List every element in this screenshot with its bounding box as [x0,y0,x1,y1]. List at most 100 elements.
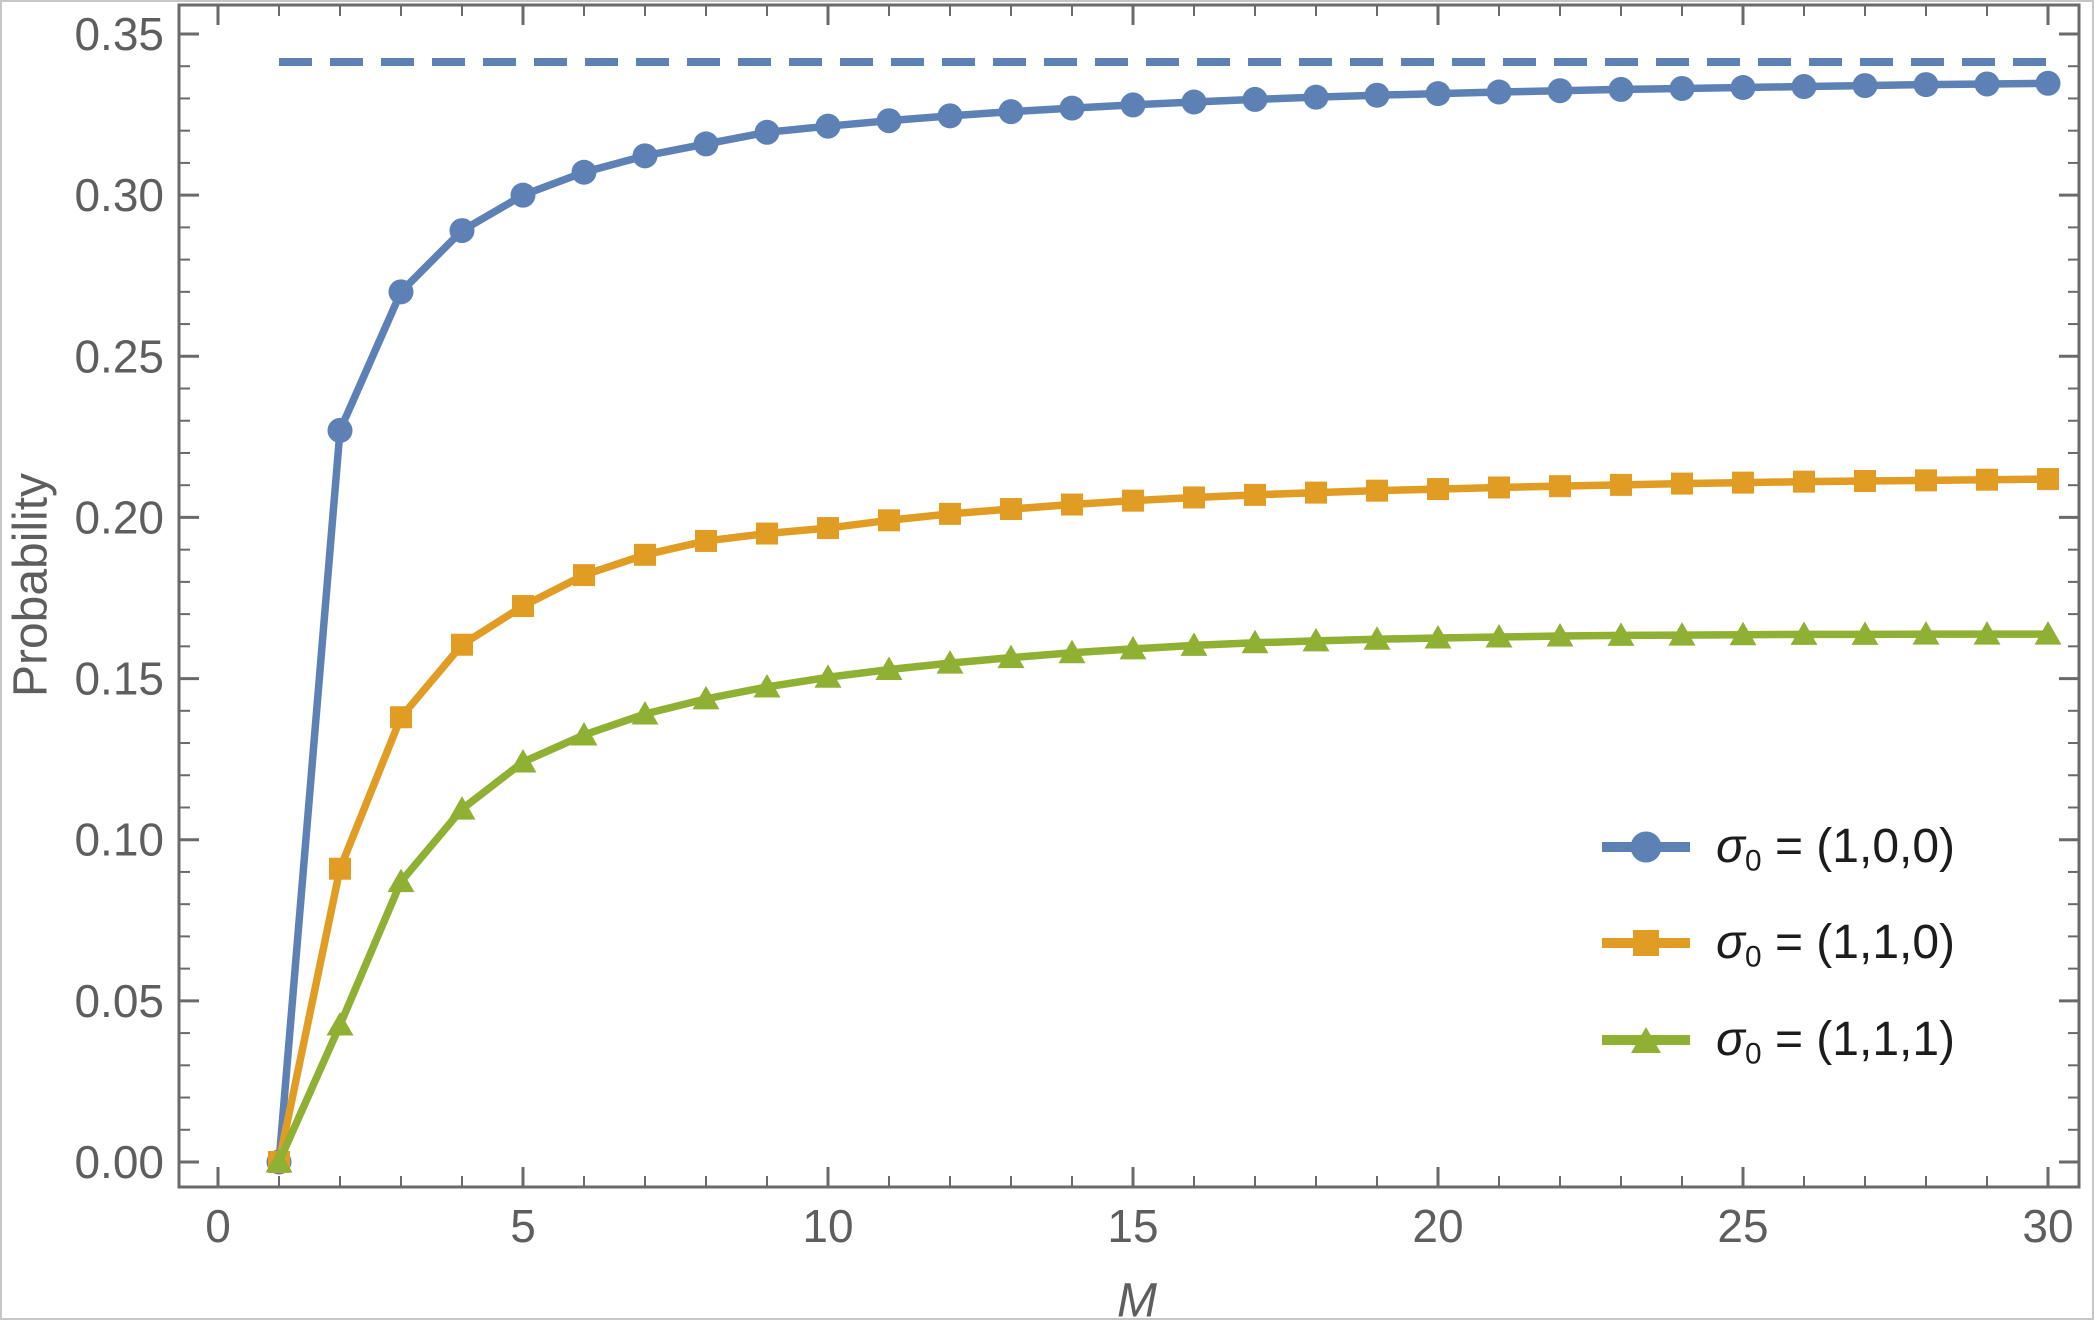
sigma-subscript: 0 [1744,1037,1762,1071]
data-point-triangle [1119,635,1147,660]
x-tick-label: 5 [510,1200,536,1252]
data-point-circle [2035,70,2061,96]
data-point-triangle [1790,621,1818,645]
x-tick-label: 30 [2022,1200,2073,1252]
series-square [268,468,2059,1173]
data-point-square [1732,471,1754,494]
data-point-circle [1303,84,1329,110]
data-point-square [817,517,839,540]
data-point-square [1427,478,1449,501]
y-tick-label: 0.25 [74,330,164,382]
data-point-circle [1425,81,1451,107]
data-point-triangle [631,701,659,725]
data-point-circle [632,143,658,169]
data-point-circle [510,182,536,208]
data-point-square [1488,476,1510,499]
triangle-marker-icon [1631,1027,1661,1053]
data-point-triangle [1729,621,1757,646]
series-circle [266,70,2061,1175]
legend-value-text: = (1,1,0) [1774,916,1956,969]
data-point-circle [693,131,719,157]
data-point-triangle [875,656,903,681]
data-point-triangle [1912,621,1940,645]
data-point-circle [449,218,475,244]
data-point-circle [1608,76,1634,102]
data-point-triangle [326,1012,354,1036]
y-tick-label: 0.35 [74,8,164,60]
data-point-triangle [1058,639,1086,664]
data-point-square [1305,481,1327,504]
data-point-square [1671,472,1693,495]
data-point-triangle [997,644,1025,669]
data-point-circle [388,279,414,305]
data-point-circle [1974,71,2000,97]
data-point-square [2037,468,2059,491]
x-tick-label: 25 [1717,1200,1768,1252]
data-point-triangle [1607,622,1635,646]
data-point-triangle [570,721,598,746]
sigma-subscript: 0 [1744,844,1762,878]
legend-value-text: = (1,1,1) [1774,1013,1956,1066]
sigma-symbol: σ [1716,1013,1745,1066]
data-point-circle [876,108,902,134]
legend-label: σ0 = (1,0,0) [1716,820,1956,876]
x-tick-label: 20 [1412,1200,1463,1252]
data-point-triangle [2034,621,2062,645]
legend-value-text: = (1,0,0) [1774,820,1956,873]
data-point-square [939,502,961,525]
data-point-triangle [1180,632,1208,656]
x-tick-label: 15 [1107,1200,1158,1252]
data-point-square [1793,470,1815,493]
y-axis-title: Probability [4,472,58,698]
data-point-circle [1486,79,1512,105]
y-tick-label: 0.00 [74,1136,164,1188]
legend-key-blue [1602,830,1690,864]
data-point-square [1061,493,1083,516]
data-point-circle [1852,73,1878,99]
data-point-square [756,522,778,545]
data-point-circle [327,417,353,443]
x-tick-label: 0 [205,1200,231,1252]
series-line [275,630,2052,1166]
data-point-square [390,706,412,729]
data-point-triangle [265,1149,293,1173]
plot-frame [177,3,2081,1189]
data-point-circle [1364,82,1390,108]
data-point-triangle [387,868,415,893]
data-point-triangle [1363,626,1391,650]
legend-item-sigma-100: σ0 = (1,0,0) [1602,820,1956,876]
data-point-circle [1669,75,1695,101]
data-point-triangle [753,673,781,698]
data-point-circle [1730,74,1756,100]
data-point-circle [815,113,841,139]
legend-key-orange [1602,926,1690,960]
data-point-triangle [1668,622,1696,646]
data-point-triangle [1546,623,1574,647]
square-marker-icon [1633,930,1659,956]
circle-marker-icon [1630,831,1662,863]
data-point-square [1122,489,1144,512]
data-point-circle [1059,95,1085,121]
data-point-square [634,543,656,566]
data-point-square [573,564,595,587]
series-triangle [265,621,2062,1173]
sigma-subscript: 0 [1744,940,1762,974]
data-point-triangle [1302,627,1330,652]
data-point-circle [571,159,597,185]
sigma-symbol: σ [1716,820,1745,873]
data-point-square [1183,486,1205,509]
tick-labels: 0 5 10 15 20 25 30 0.00 0.05 0.10 0.15 0.20 0.25 0.30… [74,8,2073,1252]
data-point-circle [937,103,963,129]
data-point-circle [1120,92,1146,118]
data-point-circle [998,99,1024,125]
data-point-circle [1181,89,1207,115]
data-point-square [1366,479,1388,502]
data-point-triangle [1424,624,1452,649]
axis-ticks [179,5,2079,1187]
data-point-square [1610,473,1632,496]
data-point-square [1976,468,1998,491]
legend-item-sigma-110: σ0 = (1,1,0) [1602,916,1956,972]
sigma-symbol: σ [1716,916,1745,969]
